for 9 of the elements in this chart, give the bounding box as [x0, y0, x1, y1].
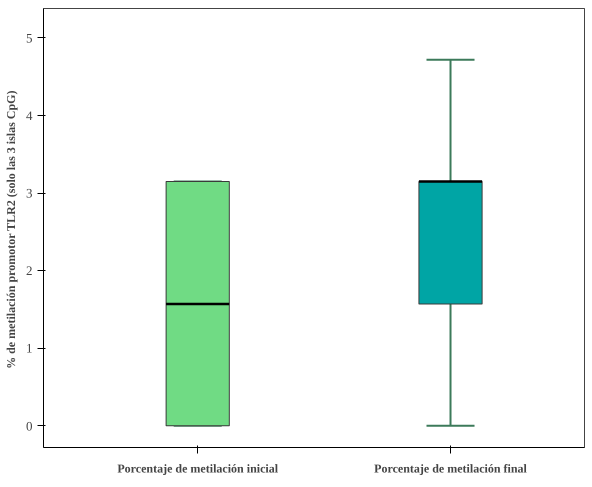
y-tick-label: 4 — [26, 108, 33, 124]
x-tick-label: Porcentaje de metilación final — [374, 462, 528, 476]
y-tick-label: 1 — [26, 340, 32, 356]
y-tick-label: 3 — [26, 186, 32, 201]
y-tick-label: 5 — [26, 30, 32, 46]
y-tick-label: 0 — [26, 418, 32, 434]
y-tick-label: 2 — [26, 263, 32, 278]
y-axis-title: % de metilación promotor TLR2 (solo las 3 islas CpG) — [4, 90, 18, 369]
x-tick-label: Porcentaje de metilación inicial — [117, 462, 279, 476]
